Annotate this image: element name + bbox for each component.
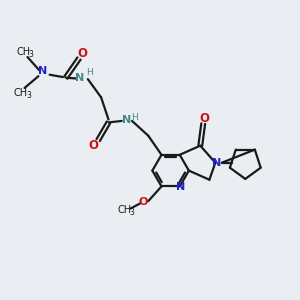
Text: 3: 3 [28,50,34,59]
Text: N: N [75,73,84,83]
Text: N: N [212,158,221,168]
Text: H: H [86,68,93,77]
Text: CH: CH [117,205,131,215]
Text: N: N [122,116,131,125]
Text: O: O [138,197,148,207]
Text: 3: 3 [26,91,32,100]
Text: O: O [200,112,210,125]
Text: O: O [78,47,88,60]
Text: N: N [38,66,47,76]
Text: 3: 3 [129,208,134,217]
Text: H: H [131,113,138,122]
Text: CH: CH [14,88,28,98]
Text: N: N [176,182,185,192]
Text: CH: CH [16,47,30,57]
Text: O: O [88,139,98,152]
